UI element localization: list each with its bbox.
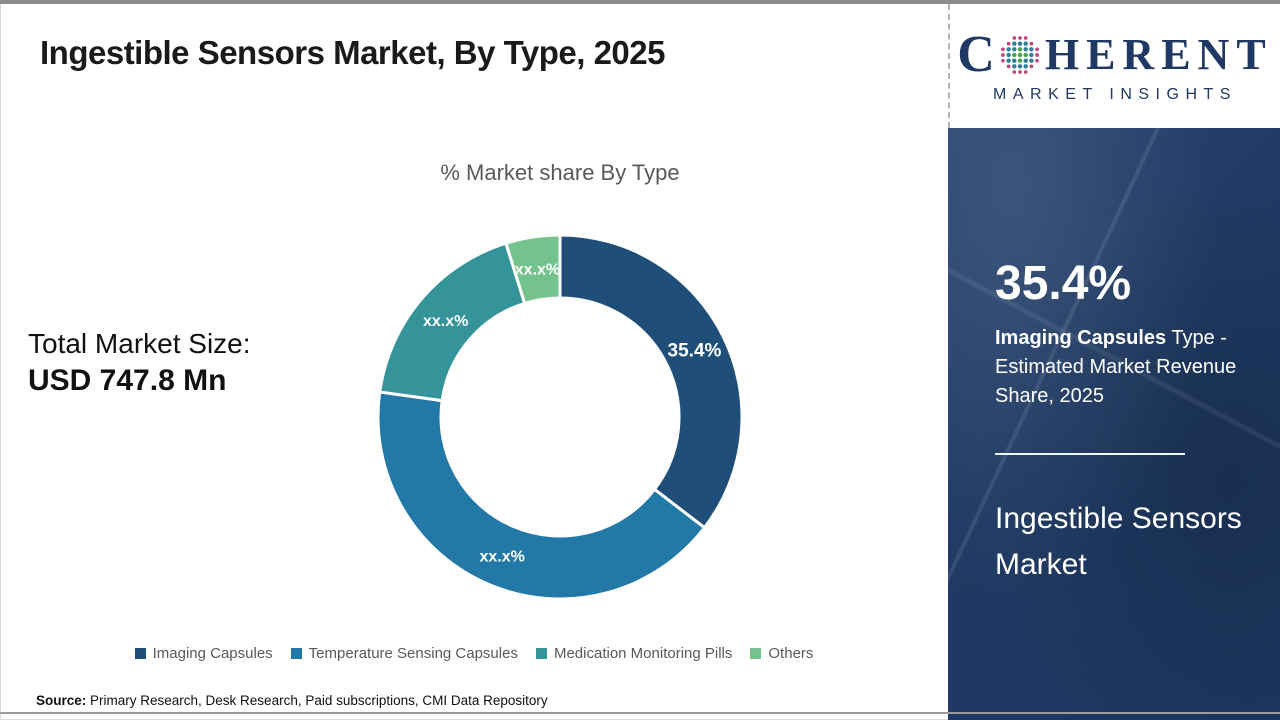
globe-dot <box>1018 69 1022 74</box>
globe-dot <box>1006 57 1011 63</box>
source-label: Source: <box>36 693 87 708</box>
legend-item-3: Others <box>750 645 813 662</box>
donut-slice-1 <box>376 390 707 601</box>
globe-dot <box>1012 69 1017 74</box>
globe-dot <box>1017 46 1023 52</box>
globe-dot <box>1023 63 1028 69</box>
globe-dot <box>1006 64 1011 68</box>
globe-dot <box>1006 46 1011 52</box>
brand-word-rest: HERENT <box>1044 29 1273 79</box>
source-line: Source: Primary Research, Desk Research,… <box>36 693 548 708</box>
sidebar-panel: 35.4% Imaging Capsules Type - Estimated … <box>948 128 1280 720</box>
legend-item-1: Temperature Sensing Capsules <box>290 645 518 662</box>
globe-dot <box>1029 41 1034 45</box>
legend-label-2: Medication Monitoring Pills <box>553 645 733 662</box>
globe-dot <box>1018 35 1022 40</box>
globe-dot <box>1035 52 1039 57</box>
globe-dot <box>1023 40 1028 46</box>
globe-dot <box>1023 57 1028 63</box>
source-text: Primary Research, Desk Research, Paid su… <box>86 693 548 708</box>
total-market-size-value: USD 747.8 Mn <box>28 364 227 397</box>
globe-dot <box>1035 58 1039 63</box>
chart-title: % Market share By Type <box>440 160 680 185</box>
top-frame-border <box>0 0 1280 4</box>
globe-dot <box>1011 52 1017 57</box>
globe-dot <box>1029 64 1034 68</box>
globe-dot <box>1006 41 1011 45</box>
legend-swatch-0 <box>134 648 146 659</box>
globe-dot <box>1000 52 1005 57</box>
globe-dot <box>1017 63 1023 69</box>
legend-label-1: Temperature Sensing Capsules <box>308 645 518 662</box>
donut-slice-0 <box>558 233 744 530</box>
legend-item-2: Medication Monitoring Pills <box>535 645 733 662</box>
slice-label-0: 35.4% <box>668 341 722 362</box>
bottom-frame-border <box>0 712 1280 714</box>
globe-dot <box>1011 40 1017 46</box>
sidebar-stat-rest: Type - Estimated Market Revenue Share, 2… <box>995 327 1237 407</box>
globe-dot <box>1017 57 1023 63</box>
donut-chart: 35.4% xx.x% xx.x% xx.x% <box>360 217 760 617</box>
legend-label-0: Imaging Capsules <box>152 645 273 662</box>
globe-dot <box>1006 52 1011 57</box>
globe-dot <box>1029 52 1034 57</box>
donut-slice-3 <box>504 233 562 305</box>
sidebar-stat-description: Imaging Capsules Type - Estimated Market… <box>995 324 1237 411</box>
globe-dot <box>1012 35 1017 40</box>
globe-dot <box>1023 46 1028 52</box>
brand-logo: C HERENT MARKET INSIGHTS <box>948 4 1280 128</box>
legend-swatch-2 <box>535 648 547 659</box>
globe-dot <box>1023 69 1028 74</box>
globe-dots-icon <box>1000 35 1039 74</box>
globe-dot <box>1011 57 1017 63</box>
globe-dot <box>1000 58 1005 63</box>
slice-label-3: xx.x% <box>515 262 560 279</box>
total-market-size-label: Total Market Size: <box>28 328 251 359</box>
globe-dot <box>1035 46 1039 51</box>
globe-dot <box>1029 57 1034 63</box>
sidebar-stat-category: Imaging Capsules <box>995 327 1167 349</box>
legend-label-3: Others <box>768 645 814 662</box>
globe-dot <box>1023 35 1028 40</box>
brand-letter-c: C <box>957 25 995 83</box>
donut-svg: 35.4% xx.x% xx.x% xx.x% <box>376 233 744 601</box>
globe-dot <box>1023 52 1028 57</box>
globe-dot <box>1017 40 1023 46</box>
legend-swatch-3 <box>750 648 762 659</box>
sidebar-market-name: Ingestible Sensors Market <box>995 502 1242 581</box>
sidebar-divider <box>995 453 1185 455</box>
chart-legend: Imaging Capsules Temperature Sensing Caps… <box>0 645 948 662</box>
legend-swatch-1 <box>290 648 302 659</box>
globe-dot <box>1011 46 1017 52</box>
brand-subtitle: MARKET INSIGHTS <box>993 85 1237 103</box>
total-market-size-block: Total Market Size: USD 747.8 Mn <box>28 326 251 400</box>
slice-label-2: xx.x% <box>423 313 468 330</box>
legend-item-0: Imaging Capsules <box>134 645 273 662</box>
globe-dot <box>1000 46 1005 51</box>
brand-wordmark: C HERENT <box>957 25 1273 83</box>
globe-dot <box>1029 46 1034 52</box>
slice-label-1: xx.x% <box>479 548 524 565</box>
page-title: Ingestible Sensors Market, By Type, 2025 <box>40 34 665 71</box>
globe-dot <box>1017 52 1023 57</box>
globe-dot <box>1011 63 1017 69</box>
sidebar-stat-value: 35.4% <box>995 257 1132 310</box>
